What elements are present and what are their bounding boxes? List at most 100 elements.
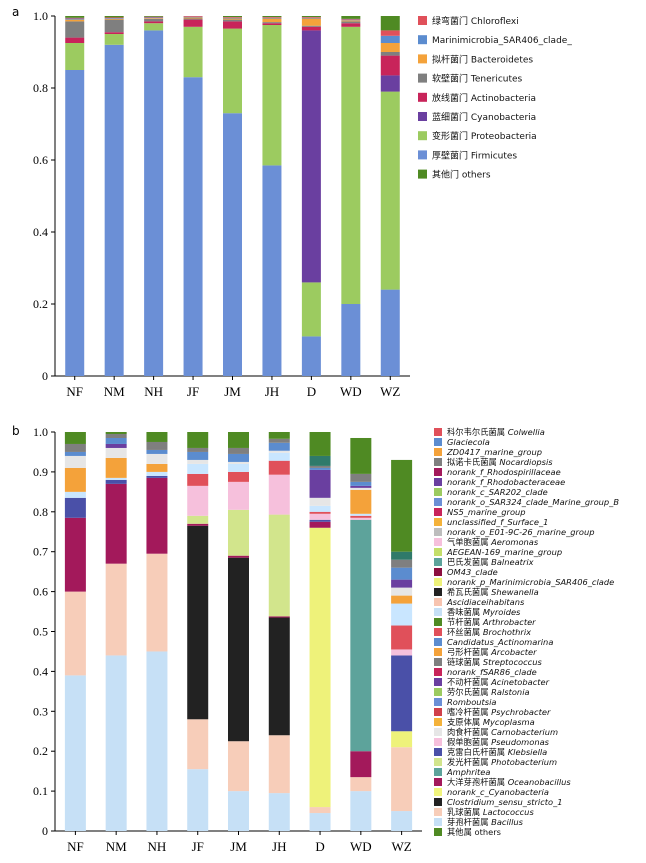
bar-segment [228,509,249,556]
bar-segment [341,19,361,21]
bar-segment [187,523,209,526]
bar-segment [380,35,400,43]
y-tick-label: 0.5 [33,625,48,639]
legend-label: 软壁菌门 Tenericutes [432,73,523,85]
bar-segment [104,34,124,45]
bar-segment [309,432,331,456]
legend-swatch [434,488,442,496]
legend-item: Ascidiaceihabitans [434,597,525,607]
bar-segment [64,432,86,444]
legend-label: 厚壁菌门 Firmicutes [432,149,517,161]
bar-segment [391,595,413,604]
legend-label: 克雷白氏杆菌属 Klebsiella [447,747,547,757]
bar-segment [105,457,127,478]
bar-segment [105,655,127,831]
legend-label: OM43_clade [447,567,498,577]
bar-segment [380,55,400,76]
bar-segment [309,469,331,498]
bar-segment [391,567,413,580]
legend-item: 支原体属 Mycoplasma [434,717,535,727]
bar-segment [301,17,321,19]
legend-item: norank_c_SAR202_clade [434,487,548,497]
legend-label: 其他属 others [447,827,501,837]
bar-segment [309,513,331,520]
legend-label: 变形菌门 Proteobacteria [432,130,537,142]
legend-swatch [434,788,442,796]
legend-swatch [434,458,442,466]
legend-item: 肉食杆菌属 Carnobacterium [434,727,558,737]
bar-segment [228,557,249,742]
bar-segment [309,465,331,468]
legend-swatch [434,748,442,756]
bar-segment [268,617,290,736]
panel-b-label: b [12,424,20,438]
bar-segment [187,719,209,770]
legend-swatch [434,598,442,606]
legend-item: Candidatus_Actinomarina [434,637,553,647]
legend-label: AEGEAN-169_marine_group [446,547,562,557]
x-tick-label: NH [148,839,167,854]
legend-swatch [434,778,442,786]
bar-segment [183,17,203,19]
legend-swatch [434,498,442,506]
x-tick-label: NF [67,839,84,854]
bar-segment [65,19,85,22]
legend-swatch [434,638,442,646]
bar-segment [350,513,372,516]
legend-label: 肉食杆菌属 Carnobacterium [447,727,558,737]
bar-segment [105,483,127,564]
legend-item: Amphritea [434,767,490,777]
legend-label: 乳球菌属 Lactococcus [447,807,534,817]
legend-swatch [418,35,427,45]
legend-label: 弓形杆菌属 Arcobacter [447,647,537,657]
bar-segment [65,17,85,19]
legend-item: norank_c_Cyanobacteria [434,787,549,797]
legend-swatch [434,448,442,456]
legend-item: 假单胞菌属 Pseudomonas [434,737,550,747]
bar-segment [65,37,85,43]
bar-segment [341,21,361,24]
bar-segment [105,447,127,458]
legend-item: 其他属 others [434,827,501,837]
legend-item: 链球菌属 Streptococcus [434,657,542,667]
legend-swatch [434,668,442,676]
bar-segment [262,165,282,376]
y-tick-label: 0.4 [33,664,48,678]
legend-swatch [418,73,427,83]
legend-swatch [434,808,442,816]
bar-segment [301,18,321,26]
y-tick-label: 0.1 [33,784,48,798]
legend-label: norank_o_E01-9C-26_marine_group [447,527,595,537]
bar-segment [309,807,331,814]
bar-segment [262,23,282,25]
bar-segment [187,473,209,486]
legend-swatch [418,112,427,121]
y-tick-label: 0 [42,824,48,838]
legend-item: NS5_marine_group [434,507,526,517]
bar-segment [350,517,372,520]
bar-segment [350,751,372,778]
x-tick-label: NF [66,384,83,399]
bar-segment [183,16,203,18]
bar-segment [146,553,168,652]
legend-swatch [434,618,442,626]
bar-segment [105,437,127,444]
legend-label: norank_c_Cyanobacteria [447,787,549,797]
bar-segment [309,467,331,470]
legend-swatch [418,169,427,179]
bar-segment [228,453,249,462]
legend-swatch [434,578,442,586]
bar-segment [301,336,321,376]
legend-swatch [434,548,442,556]
bar-segment [309,813,331,831]
bar-segment [65,70,85,376]
bar-segment [223,17,242,19]
bar-segment [391,587,413,596]
legend-swatch [434,798,442,806]
legend-item: 厚壁菌门 Firmicutes [418,149,517,161]
legend-item: 拟杆菌门 Bacteroidetes [418,53,533,65]
legend-label: norank_c_SAR202_clade [447,487,548,497]
legend-label: ZD0417_marine_group [446,447,542,457]
legend-swatch [434,478,442,486]
x-tick-label: NM [106,839,127,854]
